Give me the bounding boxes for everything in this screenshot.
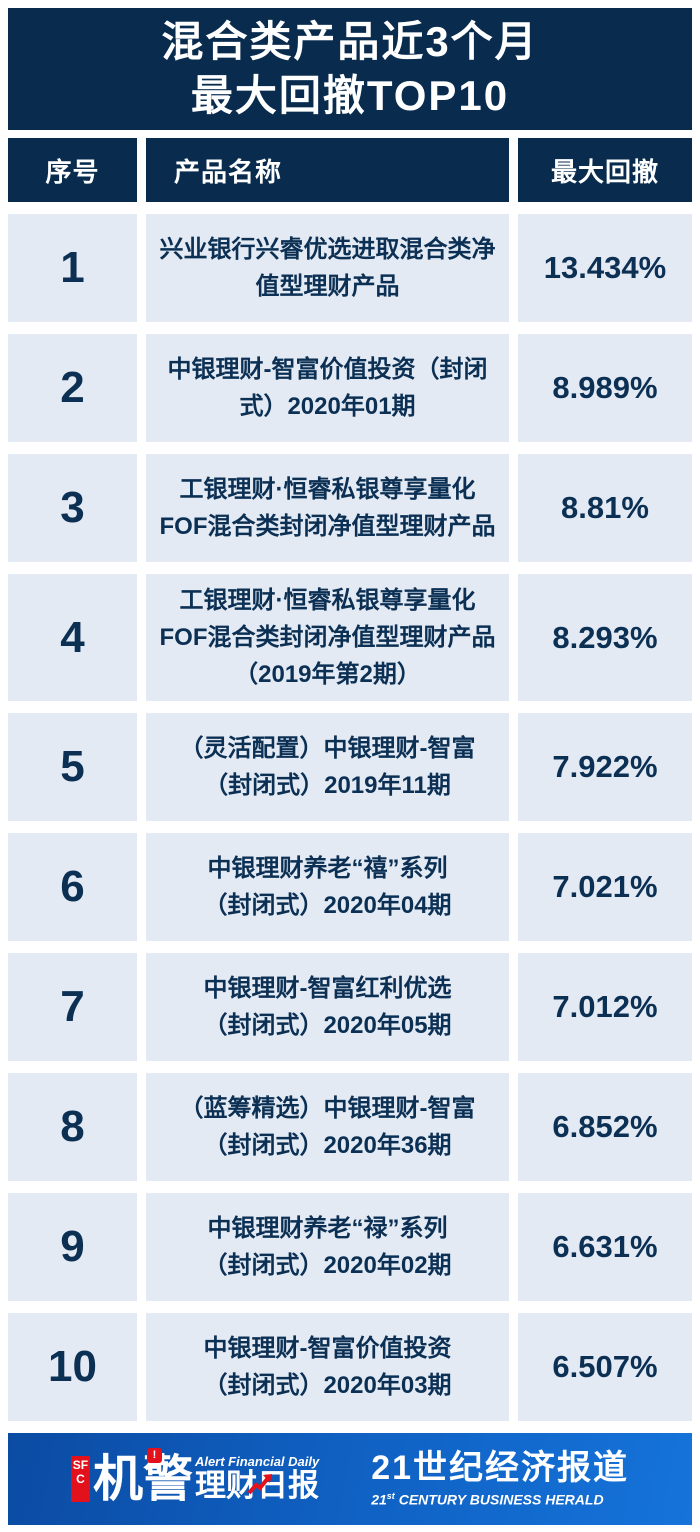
alert-financial-daily-logo: SFC 机警 ! Alert Financial Daily 理财日报 — [70, 1448, 319, 1507]
table-row: 6 中银理财养老“禧”系列 （封闭式）2020年04期 7.021% — [8, 833, 692, 941]
rank-value: 8 — [8, 1073, 137, 1181]
title-banner: 混合类产品近3个月 最大回撤TOP10 — [8, 8, 692, 130]
drawdown-value: 8.293% — [518, 574, 692, 701]
product-name: 中银理财养老“禧”系列 （封闭式）2020年04期 — [146, 833, 509, 941]
rank-value: 10 — [8, 1313, 137, 1421]
product-name: 中银理财-智富红利优选 （封闭式）2020年05期 — [146, 953, 509, 1061]
business-herald-logo: 21世纪经济报道 21st CENTURY BUSINESS HERALD — [371, 1449, 629, 1509]
herald-en-sup: st — [386, 1491, 395, 1502]
table-row: 4 工银理财·恒睿私银尊享量化 FOF混合类封闭净值型理财产品 （2019年第2… — [8, 574, 692, 701]
product-name: 工银理财·恒睿私银尊享量化 FOF混合类封闭净值型理财产品 （2019年第2期） — [146, 574, 509, 701]
product-name: （蓝筹精选）中银理财-智富 （封闭式）2020年36期 — [146, 1073, 509, 1181]
rank-value: 6 — [8, 833, 137, 941]
drawdown-value: 8.81% — [518, 454, 692, 562]
drawdown-value: 6.631% — [518, 1193, 692, 1301]
table-row: 1 兴业银行兴睿优选进取混合类净 值型理财产品 13.434% — [8, 214, 692, 322]
table-row: 9 中银理财养老“禄”系列 （封闭式）2020年02期 6.631% — [8, 1193, 692, 1301]
table-header-row: 序号 产品名称 最大回撤 — [8, 138, 692, 202]
drawdown-value: 7.922% — [518, 713, 692, 821]
brand-english-tagline: Alert Financial Daily — [194, 1454, 320, 1469]
rank-value: 7 — [8, 953, 137, 1061]
rank-value: 2 — [8, 334, 137, 442]
title-line-1: 混合类产品近3个月 — [161, 18, 539, 65]
brand-sub-block: Alert Financial Daily 理财日报 — [195, 1455, 319, 1503]
herald-en-num: 21 — [371, 1491, 387, 1508]
footer-banner: SFC 机警 ! Alert Financial Daily 理财日报 21世纪… — [8, 1433, 692, 1525]
product-name: 中银理财养老“禄”系列 （封闭式）2020年02期 — [146, 1193, 509, 1301]
drawdown-value: 6.507% — [518, 1313, 692, 1421]
title-line-2: 最大回撤TOP10 — [190, 72, 510, 119]
brand-cn-main: 机警 ! — [92, 1448, 193, 1507]
table-row: 5 （灵活配置）中银理财-智富 （封闭式）2019年11期 7.922% — [8, 713, 692, 821]
alert-exclamation-icon: ! — [146, 1448, 162, 1463]
rank-value: 3 — [8, 454, 137, 562]
rank-value: 4 — [8, 574, 137, 701]
drawdown-value: 8.989% — [518, 334, 692, 442]
rank-value: 1 — [8, 214, 137, 322]
brand-cn-sub: 理财日报 — [195, 1469, 319, 1503]
column-header-name: 产品名称 — [146, 138, 509, 202]
product-name: 工银理财·恒睿私银尊享量化 FOF混合类封闭净值型理财产品 — [146, 454, 509, 562]
rank-value: 9 — [8, 1193, 137, 1301]
table-row: 10 中银理财-智富价值投资 （封闭式）2020年03期 6.507% — [8, 1313, 692, 1421]
column-header-rank: 序号 — [8, 138, 137, 202]
product-name: 兴业银行兴睿优选进取混合类净 值型理财产品 — [146, 214, 509, 322]
drawdown-value: 13.434% — [518, 214, 692, 322]
table-row: 7 中银理财-智富红利优选 （封闭式）2020年05期 7.012% — [8, 953, 692, 1061]
product-name: （灵活配置）中银理财-智富 （封闭式）2019年11期 — [146, 713, 509, 821]
herald-cn-title: 21世纪经济报道 — [371, 1449, 630, 1488]
drawdown-value: 7.012% — [518, 953, 692, 1061]
herald-en-title: 21st CENTURY BUSINESS HERALD — [371, 1487, 629, 1509]
drawdown-value: 6.852% — [518, 1073, 692, 1181]
herald-en-rest: CENTURY BUSINESS HERALD — [394, 1491, 604, 1508]
trend-arrow-icon — [247, 1474, 272, 1495]
table-row: 8 （蓝筹精选）中银理财-智富 （封闭式）2020年36期 6.852% — [8, 1073, 692, 1181]
rank-value: 5 — [8, 713, 137, 821]
sfc-logo: SFC — [70, 1456, 90, 1502]
product-name: 中银理财-智富价值投资（封闭 式）2020年01期 — [146, 334, 509, 442]
table-row: 3 工银理财·恒睿私银尊享量化 FOF混合类封闭净值型理财产品 8.81% — [8, 454, 692, 562]
drawdown-value: 7.021% — [518, 833, 692, 941]
column-header-drawdown: 最大回撤 — [518, 138, 692, 202]
brand-cn-main-text: 机警 — [92, 1451, 193, 1507]
product-name: 中银理财-智富价值投资 （封闭式）2020年03期 — [146, 1313, 509, 1421]
table-row: 2 中银理财-智富价值投资（封闭 式）2020年01期 8.989% — [8, 334, 692, 442]
